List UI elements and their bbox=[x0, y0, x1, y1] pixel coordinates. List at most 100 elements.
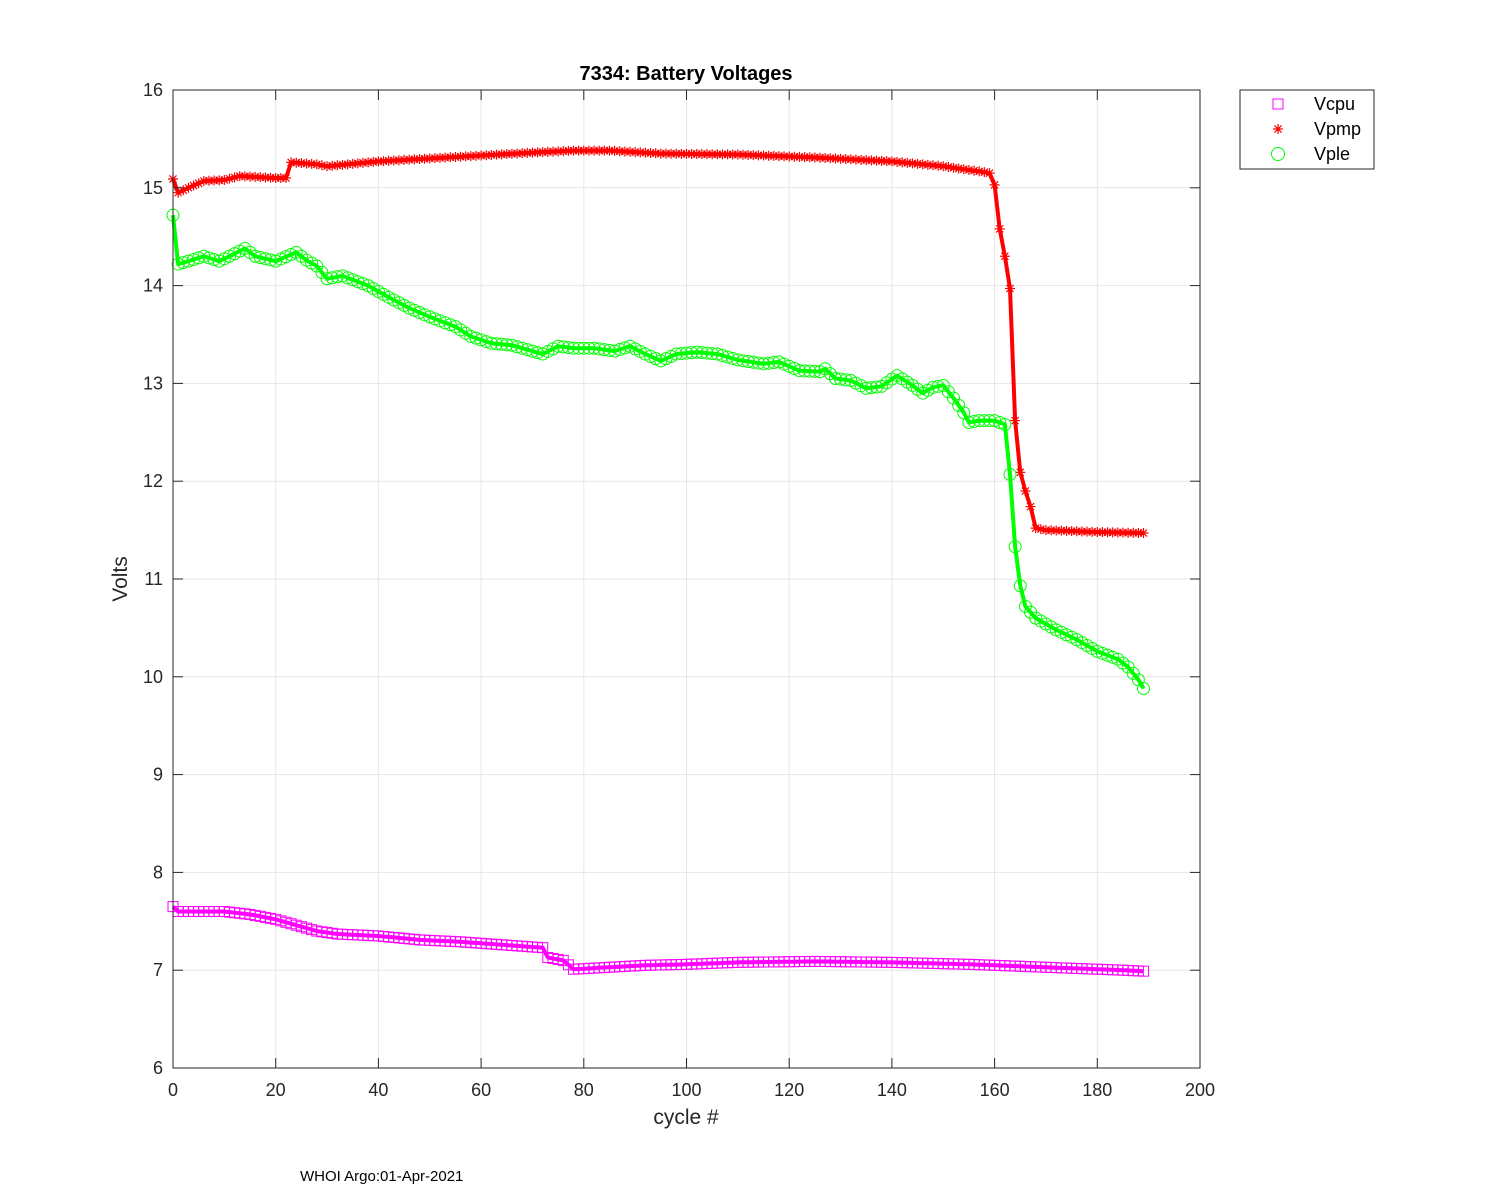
data-point bbox=[799, 152, 810, 163]
data-point bbox=[255, 172, 266, 183]
data-point bbox=[1123, 527, 1134, 538]
data-point bbox=[1005, 283, 1016, 294]
data-point bbox=[789, 151, 800, 162]
data-point bbox=[748, 150, 759, 161]
data-point bbox=[840, 154, 851, 165]
data-point bbox=[567, 341, 581, 355]
y-tick-label: 9 bbox=[153, 765, 163, 785]
data-point bbox=[490, 337, 504, 351]
data-point bbox=[804, 152, 815, 163]
data-point bbox=[1015, 467, 1026, 478]
data-point bbox=[707, 149, 718, 160]
x-axis-label: cycle # bbox=[653, 1106, 719, 1129]
data-point bbox=[994, 223, 1005, 234]
x-tick-label: 80 bbox=[574, 1080, 594, 1100]
data-point bbox=[178, 185, 189, 196]
data-point bbox=[737, 149, 748, 160]
data-point bbox=[953, 163, 964, 174]
y-axis-label: Volts bbox=[109, 556, 132, 602]
data-point bbox=[722, 149, 733, 160]
data-point bbox=[1013, 579, 1027, 593]
data-point bbox=[602, 343, 616, 357]
data-point bbox=[551, 339, 565, 353]
y-tick-label: 7 bbox=[153, 960, 163, 980]
data-point bbox=[1106, 650, 1120, 664]
data-point bbox=[614, 146, 625, 157]
data-point bbox=[815, 152, 826, 163]
data-point bbox=[1035, 524, 1046, 535]
data-point bbox=[311, 159, 322, 170]
data-point bbox=[234, 171, 245, 182]
data-point bbox=[1082, 526, 1093, 537]
data-point bbox=[296, 158, 307, 169]
data-point bbox=[435, 152, 446, 163]
x-tick-label: 140 bbox=[877, 1080, 907, 1100]
data-point bbox=[368, 156, 379, 167]
data-point bbox=[630, 147, 641, 158]
data-point bbox=[998, 417, 1012, 431]
data-point bbox=[712, 149, 723, 160]
data-point bbox=[1061, 525, 1072, 536]
data-point bbox=[558, 146, 569, 157]
data-point bbox=[717, 149, 728, 160]
data-point bbox=[192, 251, 206, 265]
data-point bbox=[1097, 527, 1108, 538]
legend: Vcpu Vpmp Vple bbox=[1239, 89, 1375, 170]
data-point bbox=[578, 145, 589, 156]
legend-label: Vple bbox=[1314, 144, 1350, 164]
data-point bbox=[912, 158, 923, 169]
data-point bbox=[830, 153, 841, 164]
data-point bbox=[1071, 526, 1082, 537]
data-point bbox=[1138, 528, 1149, 539]
data-point bbox=[1010, 415, 1021, 426]
y-tick-label: 10 bbox=[143, 667, 163, 687]
data-point bbox=[264, 253, 278, 267]
x-tick-label: 60 bbox=[471, 1080, 491, 1100]
data-point bbox=[280, 173, 291, 184]
data-point bbox=[203, 175, 214, 186]
series-line bbox=[171, 905, 1144, 974]
data-point bbox=[618, 341, 632, 355]
data-point bbox=[1056, 525, 1067, 536]
x-tick-label: 100 bbox=[671, 1080, 701, 1100]
data-point bbox=[599, 145, 610, 156]
data-point bbox=[537, 147, 548, 158]
data-point bbox=[938, 161, 949, 172]
data-point bbox=[1003, 467, 1017, 481]
data-point bbox=[424, 153, 435, 164]
data-point bbox=[332, 160, 343, 171]
data-point bbox=[202, 251, 216, 265]
data-point bbox=[767, 356, 781, 370]
data-point bbox=[871, 155, 882, 166]
data-point bbox=[886, 156, 897, 167]
data-point bbox=[393, 155, 404, 166]
data-point bbox=[265, 172, 276, 183]
data-point bbox=[619, 146, 630, 157]
series-layer bbox=[166, 145, 1151, 977]
data-point bbox=[193, 178, 204, 189]
y-tick-label: 8 bbox=[153, 862, 163, 882]
data-point bbox=[181, 254, 195, 268]
data-point bbox=[674, 347, 688, 361]
data-point bbox=[907, 158, 918, 169]
data-point bbox=[721, 350, 735, 364]
data-point bbox=[597, 343, 611, 357]
data-point bbox=[501, 149, 512, 160]
data-point bbox=[286, 157, 297, 168]
data-point bbox=[732, 149, 743, 160]
data-point bbox=[525, 344, 539, 358]
data-point bbox=[229, 172, 240, 183]
data-point bbox=[532, 147, 543, 158]
data-point bbox=[316, 160, 327, 171]
data-point bbox=[861, 155, 872, 166]
data-point bbox=[450, 151, 461, 162]
data-point bbox=[399, 154, 410, 165]
data-point bbox=[587, 341, 601, 355]
data-point bbox=[347, 158, 358, 169]
x-tick-label: 120 bbox=[774, 1080, 804, 1100]
data-point bbox=[962, 416, 976, 430]
data-point bbox=[506, 148, 517, 159]
data-point bbox=[753, 150, 764, 161]
data-point bbox=[1133, 527, 1144, 538]
